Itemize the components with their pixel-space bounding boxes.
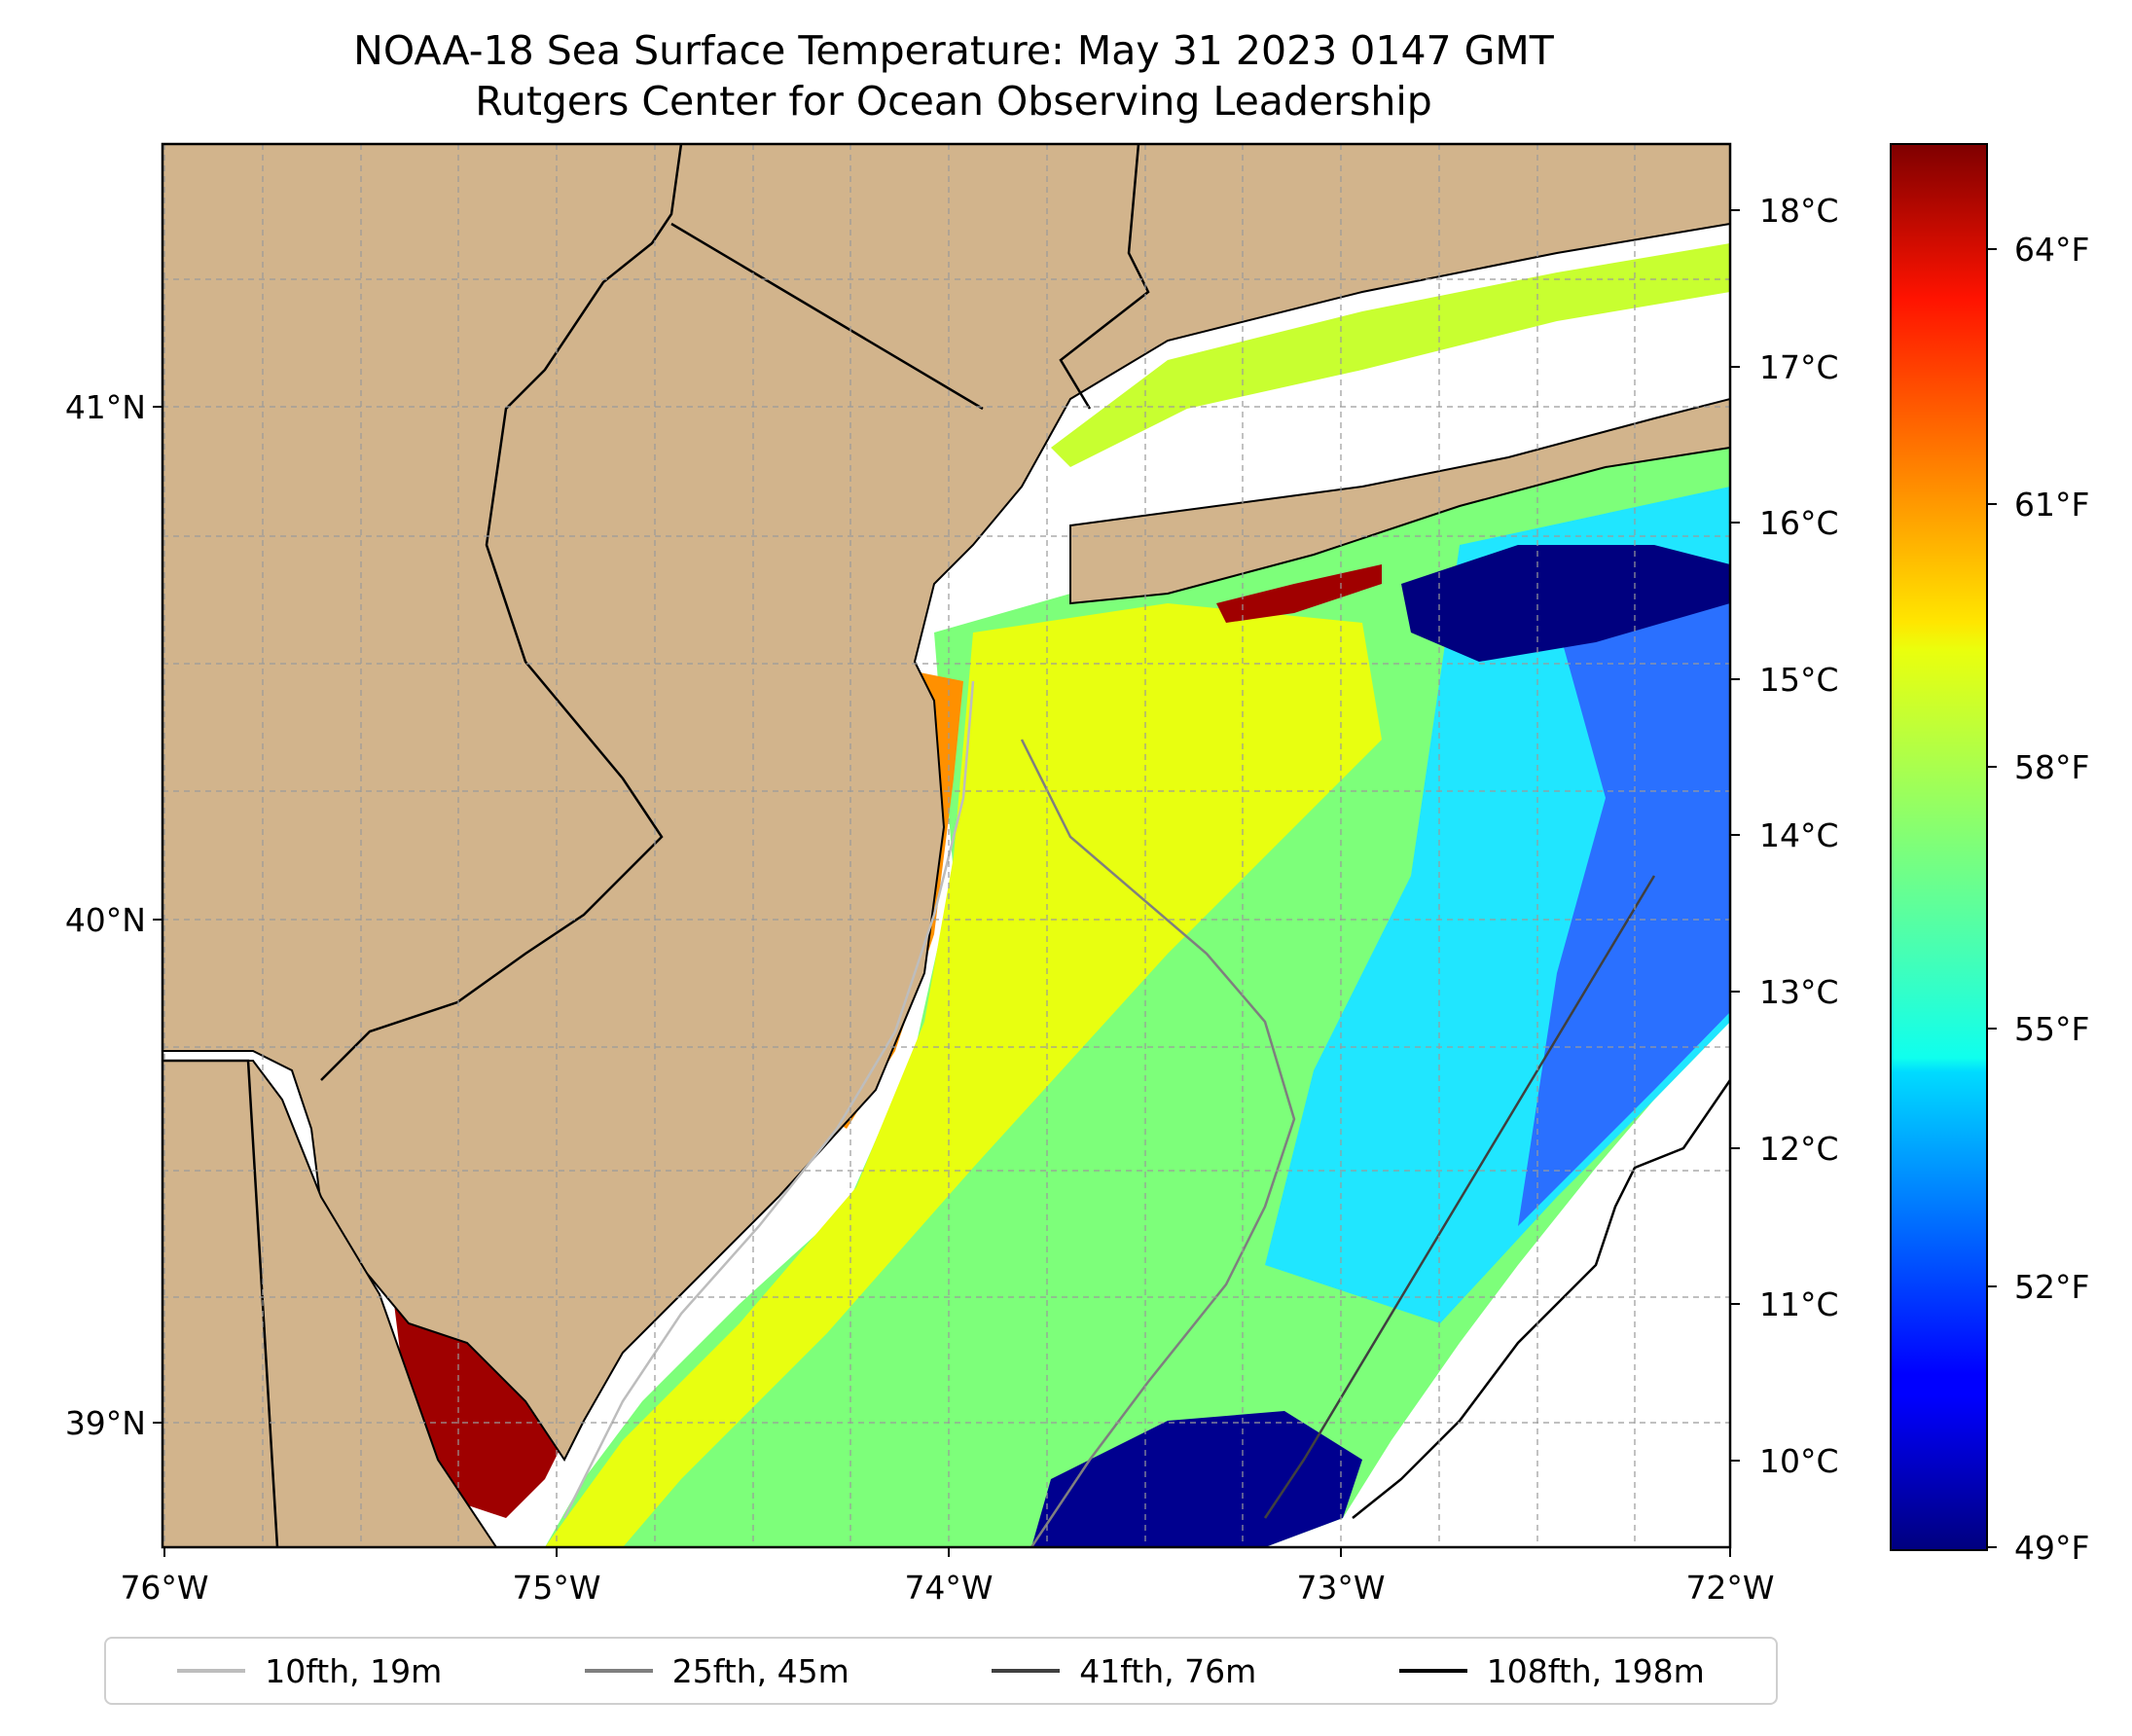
fahrenheit-tick: 61°F: [2014, 486, 2089, 524]
state-boundary-de: [163, 1059, 279, 1547]
legend-item-108fth: 108fth, 198m: [1398, 1651, 1705, 1690]
map-frame: [161, 142, 1732, 1549]
sst-cold-pool-north: [1401, 545, 1730, 662]
colorbar: [1890, 143, 1988, 1551]
fahrenheit-tick: 49°F: [2014, 1529, 2089, 1567]
celsius-tick: 17°C: [1759, 348, 1839, 386]
sst-cold-pool-south: [1031, 1411, 1362, 1547]
sst-long-island-sound: [1051, 243, 1730, 467]
sst-blue-east: [1518, 584, 1730, 1226]
gridlines: [163, 144, 1730, 1547]
legend-line-icon: [177, 1669, 246, 1673]
sst-warm-south-shore: [1216, 564, 1382, 623]
contour-41fth: [1263, 875, 1656, 1519]
land-delmarva: [163, 1060, 498, 1547]
legend-label: 10fth, 19m: [265, 1651, 443, 1690]
fahrenheit-axis: 64°F 61°F 58°F 55°F 52°F 49°F: [1987, 231, 2089, 1567]
fahrenheit-tick: 52°F: [2014, 1268, 2089, 1306]
axis-ticks: [153, 406, 1731, 1557]
legend-label: 41fth, 76m: [1079, 1651, 1257, 1690]
celsius-tick: 15°C: [1759, 661, 1839, 699]
chart-title: NOAA-18 Sea Surface Temperature: May 31 …: [353, 27, 1554, 74]
fahrenheit-tick: 55°F: [2014, 1010, 2089, 1048]
contour-108fth: [1352, 1079, 1730, 1519]
legend-label: 25fth, 45m: [671, 1651, 849, 1690]
contour-10fth: [562, 680, 975, 1519]
celsius-tick: 16°C: [1759, 504, 1839, 542]
celsius-tick: 10°C: [1759, 1442, 1839, 1480]
contour-legend: 10fth, 19m 25fth, 45m 41fth, 76m 108fth,…: [104, 1637, 1778, 1705]
fahrenheit-tick: 64°F: [2014, 231, 2089, 269]
legend-line-icon: [1398, 1669, 1467, 1673]
chart-subtitle: Rutgers Center for Ocean Observing Leade…: [475, 78, 1432, 125]
legend-label: 108fth, 198m: [1486, 1651, 1705, 1690]
sst-yellow-band: [545, 603, 1382, 1547]
lon-tick-label: 75°W: [512, 1569, 600, 1607]
state-boundary: [320, 144, 683, 1081]
legend-line-icon: [992, 1669, 1061, 1673]
land-long-island: [1069, 397, 1730, 605]
legend-line-icon: [584, 1669, 653, 1673]
lat-tick-label: 41°N: [65, 388, 146, 426]
lon-tick-label: 73°W: [1296, 1569, 1385, 1607]
legend-item-10fth: 10fth, 19m: [177, 1652, 442, 1690]
lat-tick-label: 39°N: [65, 1404, 146, 1442]
celsius-tick: 12°C: [1759, 1130, 1839, 1168]
state-boundary-ny-nj: [670, 144, 1150, 411]
lon-tick-label: 76°W: [120, 1569, 208, 1607]
celsius-tick: 13°C: [1759, 973, 1839, 1011]
legend-item-41fth: 41fth, 76m: [992, 1652, 1256, 1690]
celsius-axis: 18°C 17°C 16°C 15°C 14°C 13°C 12°C 11°C …: [1730, 192, 1839, 1480]
lat-tick-label: 40°N: [65, 901, 146, 939]
celsius-tick: 14°C: [1759, 816, 1839, 854]
fahrenheit-tick: 58°F: [2014, 748, 2089, 786]
celsius-tick: 18°C: [1759, 192, 1839, 230]
legend-item-25fth: 25fth, 45m: [584, 1651, 849, 1690]
celsius-tick: 11°C: [1759, 1285, 1839, 1323]
contour-25fth: [1020, 739, 1296, 1547]
lon-tick-label: 74°W: [904, 1569, 993, 1607]
lon-tick-label: 72°W: [1685, 1569, 1774, 1607]
